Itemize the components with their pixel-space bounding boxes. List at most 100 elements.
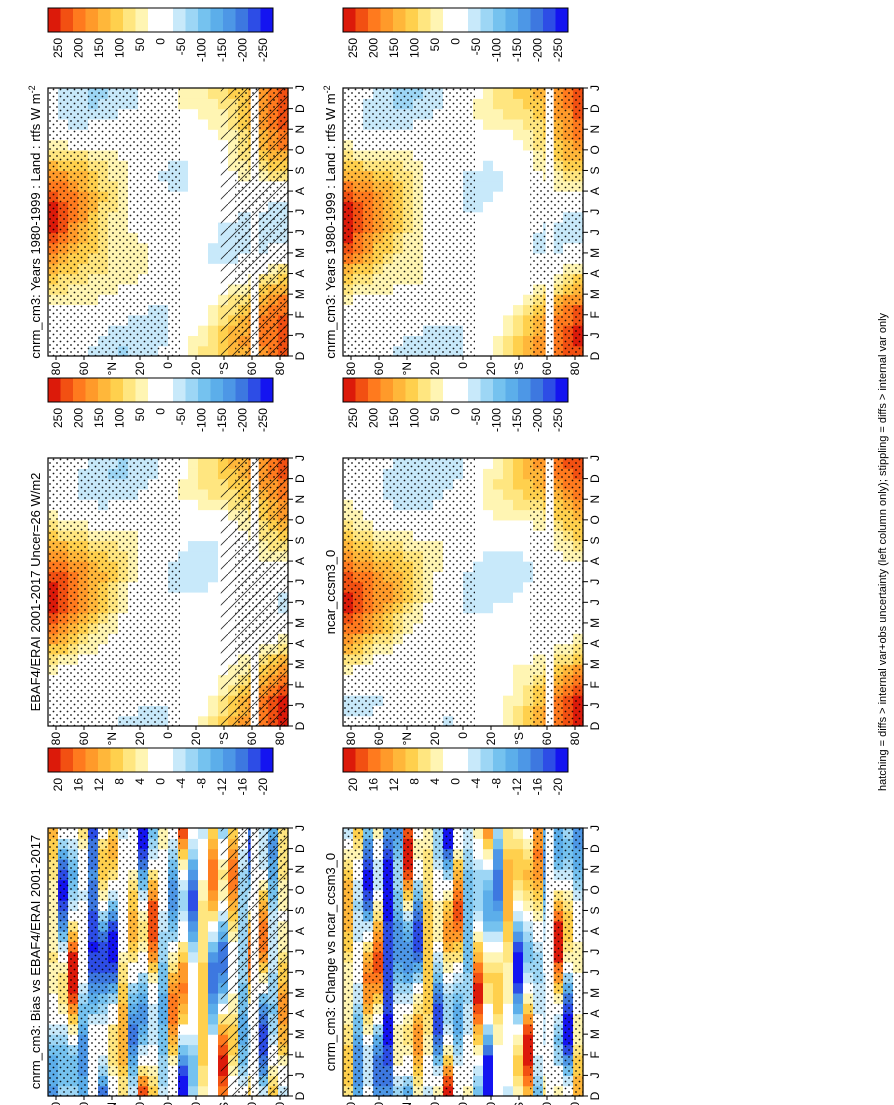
month-tick-label: N [588, 125, 602, 134]
heatmap-cell [523, 951, 534, 963]
lat-tick-label: 60 [540, 362, 554, 376]
month-tick-label: S [293, 166, 307, 174]
heatmap-cell [493, 108, 504, 120]
heatmap-cell [178, 561, 189, 572]
heatmap-cell [483, 1085, 494, 1097]
lat-tick-label: 20 [484, 732, 498, 746]
heatmap-cell [483, 458, 494, 469]
heatmap-cell [473, 828, 484, 839]
heatmap-cell [493, 499, 504, 511]
heatmap-cell [493, 602, 504, 614]
heatmap-cell [178, 98, 189, 110]
colorbar-bin [73, 378, 86, 402]
heatmap-cell [198, 118, 209, 130]
colorbar-bin [123, 8, 136, 32]
heatmap-cell [493, 612, 504, 624]
heatmap-cell [473, 838, 484, 850]
footnote: hatching = diffs > internal var+obs unce… [877, 312, 889, 791]
colorbar-tick-label: -50 [174, 38, 188, 56]
heatmap-cell [198, 468, 209, 480]
month-tick-label: A [588, 270, 602, 278]
heatmap-cell [208, 488, 219, 500]
heatmap-cell [473, 530, 484, 542]
heatmap-cell [208, 294, 219, 306]
heatmap-cell [188, 951, 199, 963]
heatmap-cell [188, 252, 199, 264]
heatmap-cell [178, 674, 189, 686]
heatmap-cell [493, 530, 504, 542]
heatmap-cell [178, 519, 189, 531]
heatmap-cell [178, 1013, 189, 1025]
heatmap-cell [473, 715, 484, 727]
heatmap-cell [503, 232, 514, 244]
heatmap-cell [188, 509, 199, 521]
heatmap-cell [493, 900, 504, 912]
heatmap-cell [198, 910, 209, 922]
heatmap-cell [483, 715, 494, 727]
heatmap-cell [483, 1054, 494, 1066]
month-tick-label: J [293, 332, 307, 338]
colorbar-bin [480, 378, 494, 402]
heatmap-cell [513, 160, 524, 172]
panel-title: ncar_ccsm3_0 [323, 550, 338, 635]
heatmap-cell [503, 633, 514, 645]
heatmap-cell [483, 129, 494, 141]
lat-tick-label: 0 [456, 1102, 470, 1105]
heatmap-cell [513, 653, 524, 665]
heatmap-cell [513, 900, 524, 912]
colorbar-bin [85, 8, 99, 32]
colorbar-bin [355, 8, 369, 32]
colorbar-bin [455, 8, 469, 32]
heatmap-cell [493, 550, 504, 562]
heatmap-cell [483, 530, 494, 542]
colorbar-bin [85, 378, 99, 402]
panel-p1: 250 200 150 100 50 0 -50 -100 -150 -200 -250DJFMAM… [27, 7, 307, 376]
heatmap-cell [473, 211, 484, 223]
colorbar-bin [443, 748, 456, 772]
heatmap-cell [483, 695, 494, 706]
heatmap-cell [188, 88, 199, 99]
heatmap-cell [208, 1044, 219, 1056]
heatmap-cell [208, 838, 219, 850]
heatmap-cell [198, 530, 209, 542]
lat-tick-label: °S [512, 732, 526, 745]
month-tick-label: S [293, 906, 307, 914]
heatmap-cell [473, 335, 484, 347]
heatmap-cell [208, 910, 219, 922]
panel-p2: 250 200 150 100 50 0 -50 -100 -150 -200 -250DJFMAM… [322, 7, 602, 376]
month-tick-label: D [588, 474, 602, 483]
lat-tick-label: °S [217, 1102, 231, 1105]
colorbar-bin [85, 748, 99, 772]
colorbar-tick-label: 0 [154, 778, 168, 785]
heatmap-cell [523, 294, 534, 306]
heatmap-cell [198, 879, 209, 891]
heatmap-cell [503, 1054, 514, 1066]
heatmap-cell [188, 992, 199, 1004]
heatmap-cell [208, 550, 219, 562]
colorbar-bin [123, 378, 136, 402]
heatmap-cell [493, 920, 504, 932]
heatmap-cell [198, 695, 209, 706]
colorbar-bin [185, 378, 199, 402]
heatmap-cell [483, 592, 494, 603]
heatmap-cell [473, 1034, 484, 1046]
colorbar-bin [393, 378, 406, 402]
heatmap-cell [503, 612, 514, 624]
colorbar-bin [380, 378, 394, 402]
month-tick-label: M [293, 988, 307, 998]
heatmap-cell [503, 530, 514, 542]
heatmap-cell [178, 869, 189, 881]
heatmap-cell [178, 992, 189, 1004]
heatmap-cell [178, 622, 189, 634]
heatmap-cell [208, 1013, 219, 1025]
heatmap-cell [523, 1085, 534, 1097]
month-tick-label: J [293, 1072, 307, 1078]
heatmap-cell [513, 561, 524, 572]
lat-tick-label: 60 [77, 362, 91, 376]
heatmap-cell [208, 581, 219, 593]
month-tick-label: J [588, 579, 602, 585]
heatmap-cell [523, 705, 534, 717]
heatmap-cell [178, 325, 189, 336]
heatmap-cell [198, 488, 209, 500]
heatmap-cell [513, 602, 524, 614]
